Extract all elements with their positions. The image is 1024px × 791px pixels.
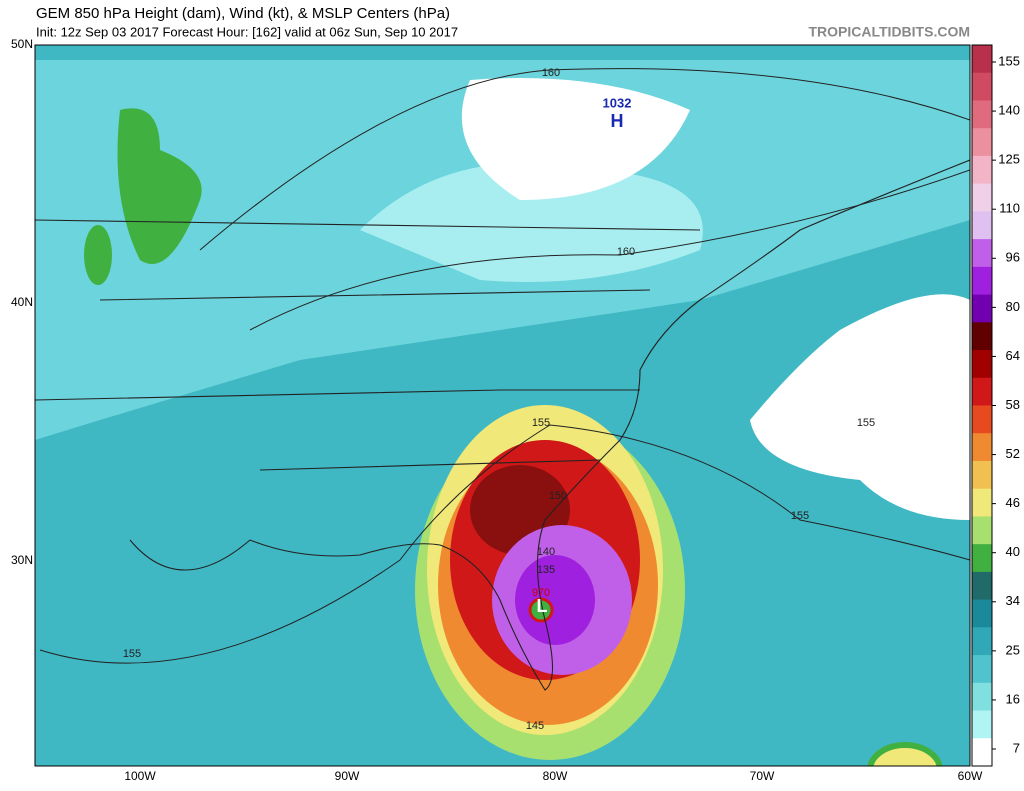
colorbar-band <box>972 294 992 323</box>
colorbar-band <box>972 682 992 712</box>
contour-label: 155 <box>791 510 809 522</box>
colorbar <box>972 45 992 767</box>
colorbar-band <box>972 433 992 462</box>
colorbar-label: 155 <box>998 53 1020 68</box>
colorbar-label: 110 <box>999 201 1020 216</box>
colorbar-label: 58 <box>1006 397 1020 412</box>
subtitle: Init: 12z Sep 03 2017 Forecast Hour: [16… <box>36 24 458 39</box>
latitude-label: 40N <box>11 295 33 309</box>
colorbar-band <box>972 350 992 379</box>
contour-label: L <box>537 596 548 616</box>
map-border <box>34 44 971 767</box>
colorbar-label: 34 <box>1006 593 1020 608</box>
colorbar-label: 125 <box>998 152 1020 167</box>
colorbar-band <box>972 488 992 517</box>
contour-label: 160 <box>542 67 560 79</box>
longitude-label: 90W <box>335 769 360 783</box>
latitude-label: 50N <box>11 37 33 51</box>
colorbar-band <box>972 183 992 212</box>
contour-label: 155 <box>857 417 875 429</box>
colorbar-band <box>972 239 992 268</box>
colorbar-band <box>972 460 992 490</box>
hurricane-core <box>515 555 595 645</box>
coastline <box>35 159 970 691</box>
contour-label: 155 <box>532 417 550 429</box>
colorbar-band <box>972 738 992 767</box>
colorbar-label: 40 <box>1006 544 1020 559</box>
contour-label: 135 <box>537 564 555 576</box>
watermark: TROPICALTIDBITS.COM <box>808 24 970 40</box>
wind-field <box>360 162 703 282</box>
height-contour <box>39 68 970 664</box>
wind-max <box>84 225 112 285</box>
colorbar-band <box>972 710 992 739</box>
contour-label: 145 <box>526 720 544 732</box>
colorbar-band <box>972 377 992 406</box>
colorbar-band <box>972 72 992 101</box>
contour-label: 140 <box>537 546 555 558</box>
colorbar-label: 80 <box>1006 299 1020 314</box>
contour-label: 155 <box>123 648 141 660</box>
colorbar-label: 16 <box>1006 691 1020 706</box>
latitude-label: 30N <box>11 553 33 567</box>
colorbar-band <box>972 45 992 74</box>
calm-area <box>461 78 690 200</box>
colorbar-label: 140 <box>998 103 1020 118</box>
colorbar-label: 46 <box>1006 495 1020 510</box>
colorbar-band <box>972 128 992 157</box>
colorbar-band <box>972 627 992 656</box>
colorbar-band <box>972 571 992 601</box>
longitude-label: 60W <box>958 769 983 783</box>
contour-label: 150 <box>549 490 567 502</box>
wind-max <box>117 108 202 264</box>
colorbar-label: 52 <box>1006 446 1020 461</box>
wind-max <box>867 742 943 766</box>
colorbar-band <box>972 599 992 628</box>
colorbar-band <box>972 322 992 351</box>
colorbar-band <box>972 211 992 240</box>
map <box>35 45 970 766</box>
colorbar-band <box>972 544 992 573</box>
colorbar-label: 25 <box>1006 642 1020 657</box>
colorbar-label: 64 <box>1006 348 1020 363</box>
colorbar-band <box>972 655 992 684</box>
contour-label: 160 <box>617 246 635 258</box>
longitude-label: 70W <box>750 769 775 783</box>
colorbar-band <box>972 405 992 434</box>
contour-label: H <box>611 111 624 131</box>
longitude-label: 80W <box>543 769 568 783</box>
contour-label: 970 <box>532 587 550 599</box>
colorbar-label: 7 <box>1013 740 1020 755</box>
colorbar-band <box>972 516 992 545</box>
contour-label: 1032 <box>603 95 632 110</box>
colorbar-label: 96 <box>1006 250 1020 265</box>
colorbar-band <box>972 100 992 129</box>
calm-area <box>750 294 970 520</box>
colorbar-band <box>972 266 992 296</box>
longitude-label: 100W <box>124 769 156 783</box>
colorbar-band <box>972 155 992 185</box>
title: GEM 850 hPa Height (dam), Wind (kt), & M… <box>36 5 450 22</box>
